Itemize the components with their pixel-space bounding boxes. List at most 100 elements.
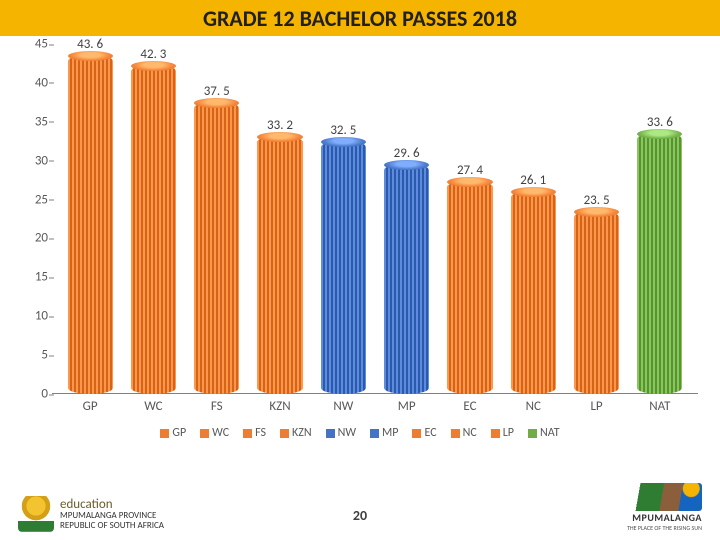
bar-value-label: 33. 2 — [267, 118, 293, 133]
bar-body — [574, 211, 619, 394]
y-tick: 15 — [18, 270, 48, 285]
education-logo: education MPUMALANGA PROVINCE REPUBLIC O… — [18, 496, 164, 532]
mp-logo-tagline: THE PLACE OF THE RISING SUN — [612, 524, 702, 532]
x-category-label: NC — [526, 399, 541, 414]
x-category-label: MP — [398, 399, 416, 414]
x-category-label: NW — [333, 399, 353, 414]
bar-value-label: 33. 6 — [647, 115, 673, 130]
bar-value-label: 32. 5 — [330, 123, 356, 138]
bar-wc: 42. 3 — [131, 65, 176, 394]
legend: GP WC FS KZN NW MP EC NC LP NAT — [18, 426, 702, 440]
bar-body — [511, 191, 556, 394]
bar-value-label: 42. 3 — [140, 47, 166, 62]
legend-label: GP — [172, 426, 186, 440]
y-tick: 5 — [18, 348, 48, 363]
y-tick: 30 — [18, 153, 48, 168]
x-category-label: NAT — [649, 399, 670, 414]
x-category-label: KZN — [269, 399, 290, 414]
y-tick: 0 — [18, 387, 48, 402]
bar-cap — [574, 207, 619, 217]
bar-nw: 32. 5 — [321, 141, 366, 394]
x-category-label: LP — [590, 399, 602, 414]
legend-item-nat: NAT — [528, 426, 560, 440]
bar-body — [194, 102, 239, 394]
legend-label: FS — [255, 426, 266, 440]
bar-nc: 26. 1 — [511, 191, 556, 394]
edu-logo-line3: REPUBLIC OF SOUTH AFRICA — [60, 521, 164, 530]
bar-cap — [131, 61, 176, 71]
y-tick: 20 — [18, 231, 48, 246]
x-category-label: GP — [83, 399, 98, 414]
bar-body — [68, 55, 113, 394]
legend-item-wc: WC — [200, 426, 229, 440]
bar-body — [447, 181, 492, 394]
legend-label: EC — [424, 426, 436, 440]
chart-title-bar: GRADE 12 BACHELOR PASSES 2018 — [0, 0, 720, 36]
coat-of-arms-icon — [18, 496, 54, 532]
bar-value-label: 43. 6 — [77, 37, 103, 52]
bar-lp: 23. 5 — [574, 211, 619, 394]
legend-swatch-icon — [370, 429, 379, 438]
bar-fs: 37. 5 — [194, 102, 239, 394]
legend-swatch-icon — [451, 429, 460, 438]
legend-swatch-icon — [243, 429, 252, 438]
bar-value-label: 29. 6 — [394, 146, 420, 161]
page-number: 20 — [353, 507, 367, 524]
legend-swatch-icon — [160, 429, 169, 438]
y-tick: 25 — [18, 192, 48, 207]
bar-mp: 29. 6 — [384, 164, 429, 394]
y-tick: 40 — [18, 75, 48, 90]
legend-swatch-icon — [412, 429, 421, 438]
bar-cap — [447, 177, 492, 187]
legend-swatch-icon — [491, 429, 500, 438]
bar-body — [131, 65, 176, 394]
bar-cap — [384, 160, 429, 170]
bar-cap — [194, 98, 239, 108]
legend-item-nc: NC — [451, 426, 477, 440]
legend-item-kzn: KZN — [280, 426, 312, 440]
bar-value-label: 23. 5 — [584, 193, 610, 208]
bar-value-label: 37. 5 — [204, 84, 230, 99]
bar-ec: 27. 4 — [447, 181, 492, 394]
legend-swatch-icon — [200, 429, 209, 438]
legend-swatch-icon — [528, 429, 537, 438]
bar-gp: 43. 6 — [68, 55, 113, 394]
bar-cap — [637, 129, 682, 139]
bar-value-label: 27. 4 — [457, 163, 483, 178]
y-tick: 10 — [18, 309, 48, 324]
mpumalanga-logo: MPUMALANGA THE PLACE OF THE RISING SUN — [612, 483, 702, 532]
legend-item-ec: EC — [412, 426, 436, 440]
legend-label: NW — [338, 426, 356, 440]
legend-label: KZN — [292, 426, 312, 440]
legend-label: LP — [503, 426, 514, 440]
footer: education MPUMALANGA PROVINCE REPUBLIC O… — [0, 474, 720, 540]
bar-cap — [511, 187, 556, 197]
bar-value-label: 26. 1 — [520, 173, 546, 188]
bar-body — [257, 136, 302, 394]
bar-chart: 05101520253035404543. 642. 337. 533. 232… — [18, 44, 702, 454]
edu-logo-line1: education — [60, 498, 164, 512]
legend-label: WC — [212, 426, 229, 440]
x-category-label: EC — [463, 399, 476, 414]
legend-item-gp: GP — [160, 426, 186, 440]
education-logo-text: education MPUMALANGA PROVINCE REPUBLIC O… — [60, 498, 164, 531]
chart-title: GRADE 12 BACHELOR PASSES 2018 — [203, 5, 517, 32]
bar-cap — [257, 132, 302, 142]
bar-body — [321, 141, 366, 394]
legend-swatch-icon — [326, 429, 335, 438]
x-category-label: FS — [211, 399, 223, 414]
x-category-label: WC — [144, 399, 162, 414]
bar-body — [384, 164, 429, 394]
legend-item-fs: FS — [243, 426, 266, 440]
bar-body — [637, 133, 682, 394]
mp-logo-name: MPUMALANGA — [612, 511, 702, 524]
legend-label: MP — [382, 426, 398, 440]
sun-landscape-icon — [612, 483, 702, 511]
y-tick: 35 — [18, 114, 48, 129]
legend-swatch-icon — [280, 429, 289, 438]
legend-item-nw: NW — [326, 426, 356, 440]
legend-label: NC — [463, 426, 477, 440]
legend-item-lp: LP — [491, 426, 514, 440]
bar-kzn: 33. 2 — [257, 136, 302, 394]
plot-area: 05101520253035404543. 642. 337. 533. 232… — [52, 44, 698, 394]
